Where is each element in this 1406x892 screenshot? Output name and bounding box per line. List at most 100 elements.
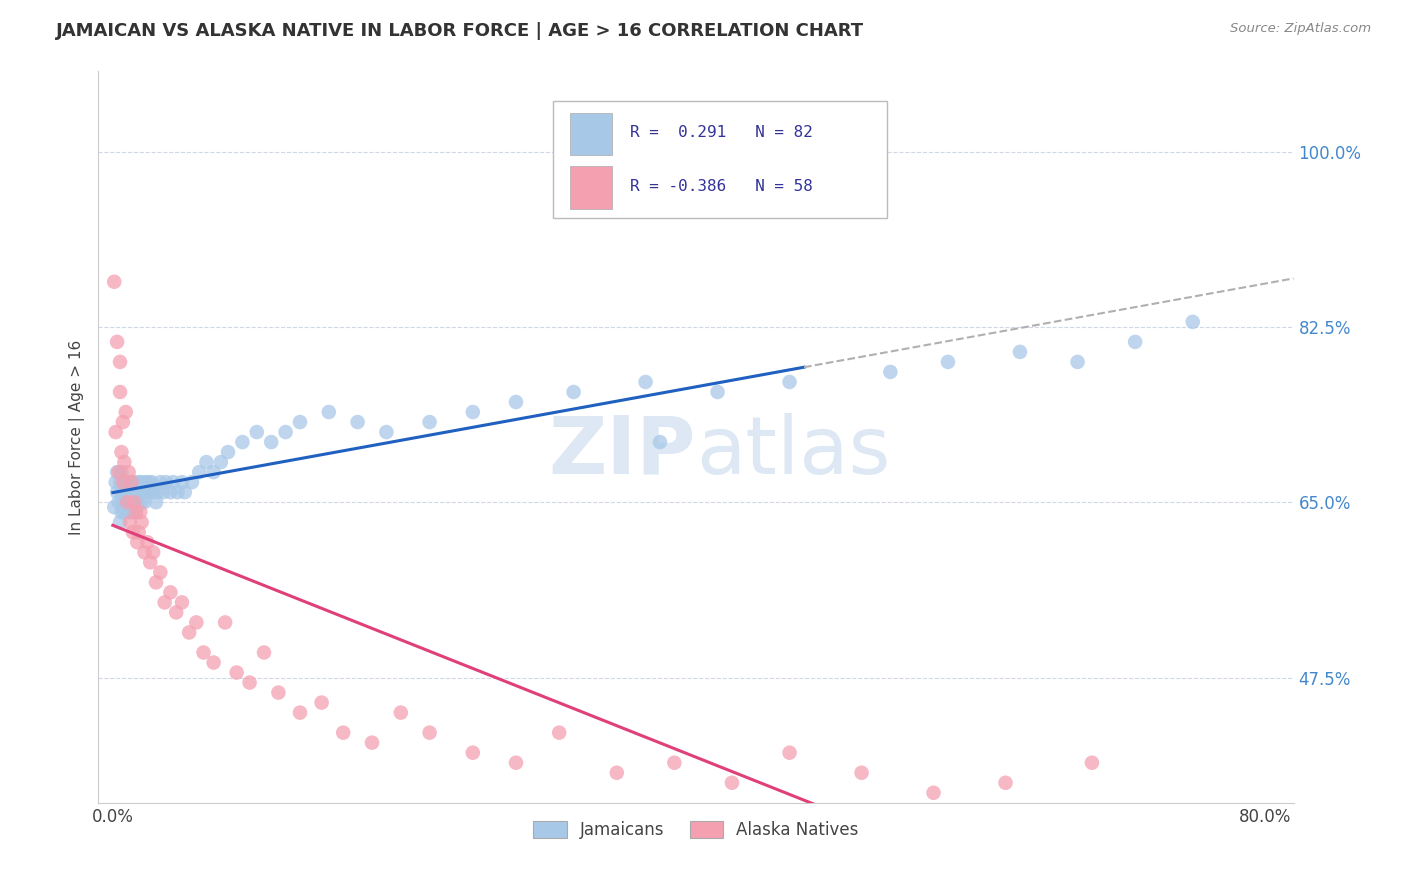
Text: ZIP: ZIP: [548, 413, 696, 491]
Point: [118, 495, 141, 509]
Point: [120, 485, 142, 500]
Point: [104, 425, 127, 439]
Point: [129, 485, 152, 500]
Legend: Jamaicans, Alaska Natives: Jamaicans, Alaska Natives: [527, 814, 865, 846]
Point: [139, 485, 162, 500]
Point: [105, 465, 128, 479]
Point: [1181, 315, 1204, 329]
Point: [107, 465, 129, 479]
Text: atlas: atlas: [696, 413, 890, 491]
Point: [125, 505, 148, 519]
Point: [142, 545, 165, 559]
Point: [375, 425, 398, 439]
Point: [122, 525, 145, 540]
Point: [1066, 355, 1088, 369]
Point: [112, 485, 135, 500]
Point: [922, 786, 945, 800]
Point: [104, 475, 127, 490]
Point: [129, 505, 152, 519]
Point: [127, 535, 149, 549]
Point: [879, 365, 901, 379]
Point: [214, 615, 236, 630]
Point: [136, 535, 159, 549]
Point: [141, 475, 163, 490]
Point: [149, 475, 172, 490]
Point: [131, 475, 153, 490]
Point: [149, 566, 172, 580]
Point: [260, 435, 283, 450]
Point: [188, 465, 211, 479]
Y-axis label: In Labor Force | Age > 16: In Labor Force | Age > 16: [69, 340, 84, 534]
Point: [136, 485, 159, 500]
Point: [146, 485, 169, 500]
Point: [562, 384, 585, 399]
Point: [209, 455, 232, 469]
Point: [115, 505, 138, 519]
Point: [152, 485, 174, 500]
Point: [225, 665, 247, 680]
Point: [145, 495, 167, 509]
Point: [288, 706, 311, 720]
Point: [461, 746, 484, 760]
Point: [706, 384, 728, 399]
Point: [142, 485, 165, 500]
Point: [114, 475, 136, 490]
Point: [132, 485, 155, 500]
Point: [127, 495, 149, 509]
Point: [217, 445, 239, 459]
Point: [112, 505, 135, 519]
Point: [131, 515, 153, 529]
Point: [165, 606, 187, 620]
Point: [131, 495, 153, 509]
Point: [122, 485, 145, 500]
Point: [105, 334, 128, 349]
Point: [389, 706, 412, 720]
Point: [195, 455, 218, 469]
Point: [153, 595, 176, 609]
Point: [107, 495, 129, 509]
Point: [779, 375, 801, 389]
Point: [121, 495, 143, 509]
Point: [124, 495, 146, 509]
Point: [124, 495, 146, 509]
Point: [170, 475, 193, 490]
Point: [155, 475, 177, 490]
Point: [114, 495, 136, 509]
Point: [181, 475, 204, 490]
Point: [548, 725, 571, 739]
Point: [274, 425, 297, 439]
Text: R =  0.291   N = 82: R = 0.291 N = 82: [630, 125, 813, 139]
Point: [108, 384, 131, 399]
Point: [159, 585, 181, 599]
Point: [122, 505, 145, 519]
Point: [118, 475, 141, 490]
FancyBboxPatch shape: [571, 113, 613, 155]
Point: [121, 475, 143, 490]
Point: [1123, 334, 1146, 349]
Point: [103, 275, 125, 289]
Point: [311, 696, 333, 710]
Point: [120, 505, 142, 519]
Point: [135, 475, 157, 490]
Point: [134, 545, 156, 559]
Point: [108, 355, 131, 369]
Text: Source: ZipAtlas.com: Source: ZipAtlas.com: [1230, 22, 1371, 36]
Point: [419, 415, 441, 429]
Point: [108, 475, 131, 490]
Point: [111, 495, 134, 509]
FancyBboxPatch shape: [553, 101, 887, 218]
Point: [193, 646, 215, 660]
Point: [505, 756, 527, 770]
Point: [111, 415, 134, 429]
Point: [419, 725, 441, 739]
Point: [134, 495, 156, 509]
Point: [128, 475, 150, 490]
Point: [634, 375, 657, 389]
Point: [361, 736, 384, 750]
Point: [318, 405, 340, 419]
Point: [120, 515, 142, 529]
Point: [346, 415, 368, 429]
Point: [721, 776, 744, 790]
Point: [115, 485, 138, 500]
Point: [110, 485, 132, 500]
